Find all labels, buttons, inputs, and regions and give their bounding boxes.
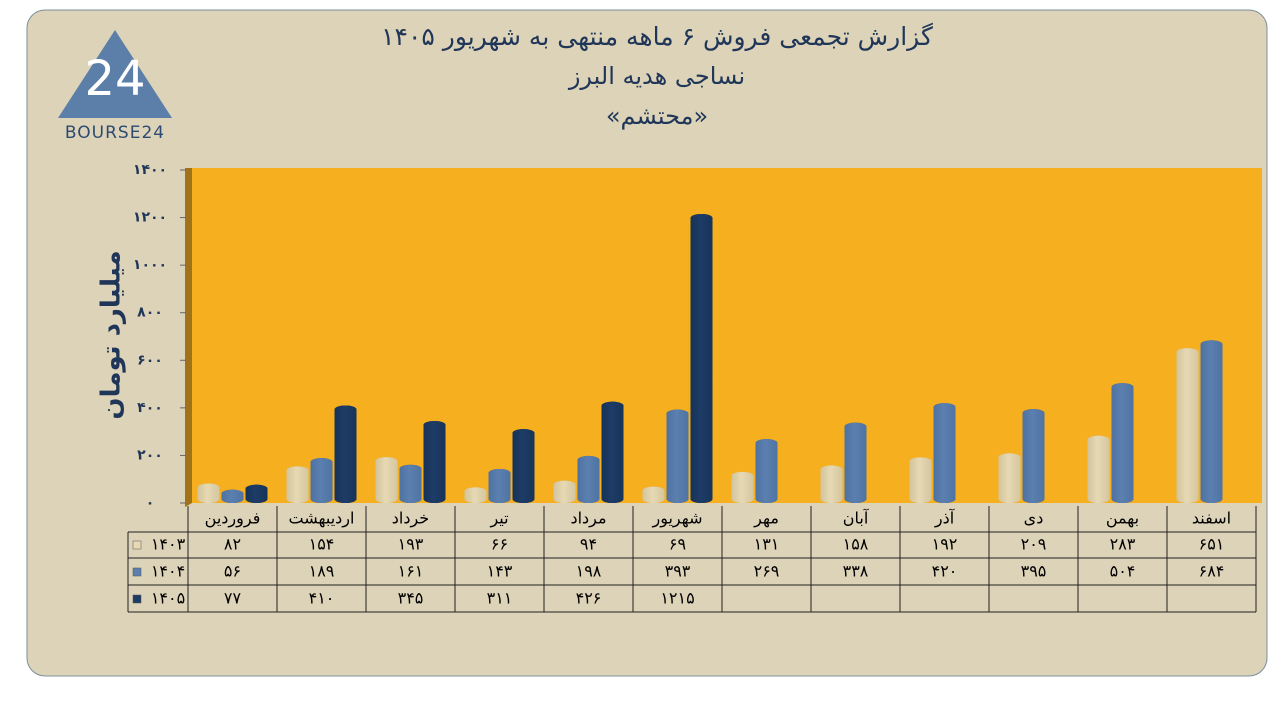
- y-tick-label t: ۸۰۰: [137, 305, 163, 321]
- value-label t: ۵۶: [224, 562, 241, 581]
- value-label t: ۳۳۸: [843, 562, 869, 581]
- x-tick-label t: اردیبهشت: [289, 509, 355, 529]
- value-label t: ۳۹۵: [1021, 562, 1047, 581]
- y-tick-label t: ۶۰۰: [137, 352, 163, 368]
- logo-mark: 24: [84, 51, 145, 107]
- value-label t: ۹۴: [580, 535, 597, 554]
- value-label t: ۳۹۳: [665, 562, 691, 581]
- plot-area: [192, 168, 1262, 503]
- value-label t: ۳۱۱: [487, 589, 513, 608]
- plot-wall: [185, 168, 192, 507]
- bar-shade: [755, 439, 778, 503]
- value-label t: ۱۲۱۵: [660, 589, 694, 608]
- value-label t: ۴۲۶: [576, 589, 602, 608]
- y-tick-label t: ۱۰۰۰: [133, 257, 167, 273]
- bar-shade: [690, 214, 713, 503]
- bar-shade: [286, 466, 309, 503]
- y-tick-label t: ۴۰۰: [137, 400, 163, 416]
- bar-shade: [553, 480, 576, 503]
- bar-shade: [909, 457, 932, 503]
- x-tick-label t: شهریور: [651, 509, 702, 529]
- value-label t: ۳۴۵: [398, 589, 424, 608]
- legend-label t: ۱۴۰۴: [151, 562, 185, 581]
- bar-shade: [666, 409, 689, 503]
- bar-shade: [933, 403, 956, 503]
- bar-shade: [310, 458, 333, 503]
- bar-shade: [820, 465, 843, 503]
- value-label t: ۱۹۳: [398, 535, 424, 554]
- value-label t: ۱۳۱: [754, 535, 780, 554]
- x-tick-label t: بهمن: [1106, 509, 1139, 529]
- value-label t: ۲۸۳: [1110, 535, 1136, 554]
- x-tick-label t: مهر: [753, 509, 779, 529]
- x-tick-label t: تیر: [489, 509, 508, 529]
- value-label t: ۱۹۲: [932, 535, 958, 554]
- value-label t: ۶۵۱: [1199, 535, 1225, 554]
- legend-swatch: [132, 540, 142, 550]
- bar-shade: [1087, 435, 1110, 503]
- bar-shade: [731, 471, 754, 503]
- bar-shade: [1022, 409, 1045, 503]
- legend-swatch: [132, 567, 142, 577]
- value-label t: ۱۸۹: [309, 562, 335, 581]
- bar-shade: [1111, 383, 1134, 503]
- bar-shade: [245, 484, 268, 503]
- x-tick-label t: فروردین: [205, 509, 261, 529]
- bar-shade: [423, 420, 446, 503]
- y-tick-label t: ۱۴۰۰: [133, 162, 167, 178]
- value-label t: ۶۸۴: [1199, 562, 1225, 581]
- x-tick-label t: آبان: [843, 509, 870, 528]
- logo-shape: [58, 30, 172, 118]
- bar-shade: [512, 429, 535, 503]
- value-label t: ۱۵۴: [309, 535, 335, 554]
- value-label t: ۲۶۹: [754, 562, 780, 581]
- bar-shade: [197, 483, 220, 503]
- bar-shade: [375, 457, 398, 503]
- x-tick-label t: مرداد: [570, 509, 606, 529]
- value-label t: ۴۱۰: [309, 589, 335, 608]
- value-label t: ۸۲: [224, 535, 241, 554]
- y-tick-label t: ۲۰۰: [137, 447, 163, 463]
- x-tick-label t: دی: [1024, 509, 1044, 528]
- bar-shade: [601, 401, 624, 503]
- x-tick-label t: اسفند: [1192, 509, 1231, 528]
- y-tick-label t: ۰: [146, 495, 155, 511]
- bar-shade: [488, 468, 511, 503]
- legend-label t: ۱۴۰۳: [151, 535, 186, 554]
- value-label t: ۶۶: [491, 535, 508, 554]
- value-label t: ۷۷: [224, 589, 242, 608]
- value-label t: ۵۰۴: [1110, 562, 1136, 581]
- bar-shade: [464, 487, 487, 503]
- bar-shade: [642, 486, 665, 503]
- bar-shade: [1200, 340, 1223, 503]
- value-label t: ۱۹۸: [576, 562, 602, 581]
- value-label t: ۱۵۸: [843, 535, 869, 554]
- bar-shade: [399, 464, 422, 503]
- value-label t: ۱۶۱: [398, 562, 424, 581]
- legend-label t: ۱۴۰۵: [151, 589, 185, 608]
- value-label t: ۱۴۳: [487, 562, 513, 581]
- chart-subtitle: «محتشم»: [606, 102, 708, 130]
- bar-shade: [998, 453, 1021, 503]
- x-tick-label t: آذر: [934, 509, 956, 529]
- y-tick-label t: ۱۲۰۰: [133, 210, 167, 226]
- bar-shade: [844, 422, 867, 503]
- x-tick-label t: خرداد: [392, 509, 429, 529]
- value-label t: ۴۲۰: [932, 562, 958, 581]
- legend-swatch: [132, 594, 142, 604]
- bar-shade: [221, 489, 244, 503]
- chart-subtitle: نساجی هدیه البرز: [568, 62, 745, 90]
- bar-shade: [334, 405, 357, 503]
- chart-title: گزارش تجمعی فروش ۶ ماهه منتهی به شهریور …: [381, 22, 933, 52]
- y-axis-label: میلیارد تومان: [97, 250, 127, 419]
- bar-shade: [577, 455, 600, 503]
- value-label t: ۲۰۹: [1021, 535, 1047, 554]
- value-label t: ۶۹: [669, 535, 686, 554]
- logo-text: BOURSE24: [65, 123, 165, 143]
- bar-shade: [1176, 348, 1199, 503]
